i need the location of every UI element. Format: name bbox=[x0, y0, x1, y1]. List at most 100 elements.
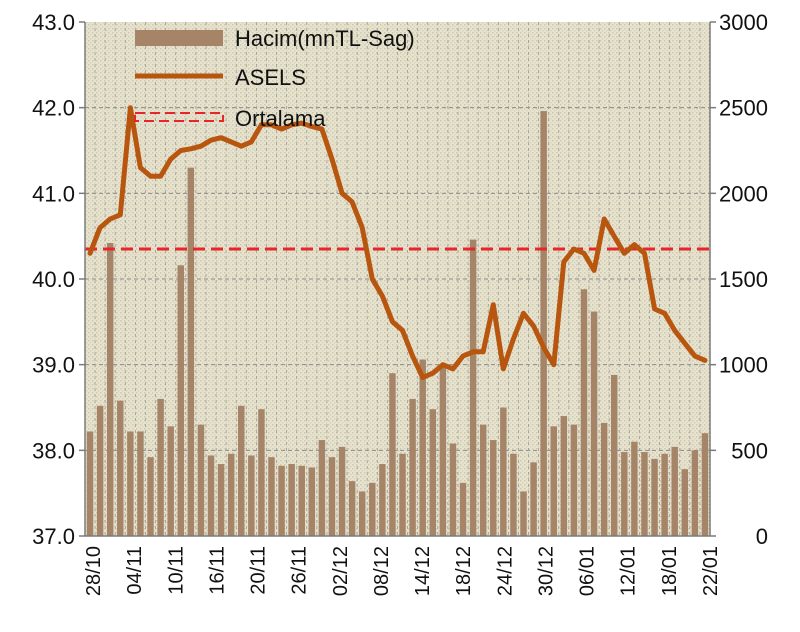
x-tick-label: 12/01 bbox=[618, 546, 640, 596]
right-tick-label: 1500 bbox=[719, 267, 768, 292]
volume-bar bbox=[479, 424, 487, 536]
volume-bar bbox=[661, 453, 668, 536]
volume-bar bbox=[621, 452, 628, 536]
volume-bar bbox=[308, 467, 316, 536]
volume-bar bbox=[318, 440, 326, 536]
volume-bar bbox=[338, 446, 346, 536]
volume-bar bbox=[641, 452, 648, 536]
volume-bar bbox=[520, 491, 527, 536]
left-tick-label: 37.0 bbox=[32, 524, 75, 549]
volume-bar bbox=[459, 482, 467, 536]
x-tick-label: 16/11 bbox=[206, 546, 228, 595]
x-tick-label: 10/11 bbox=[165, 546, 187, 595]
volume-bar bbox=[611, 374, 618, 536]
legend-label: ASELS bbox=[235, 65, 306, 90]
volume-bar bbox=[651, 458, 658, 536]
x-tick-label: 30/12 bbox=[536, 546, 558, 596]
volume-bar bbox=[570, 424, 578, 536]
volume-bar bbox=[207, 455, 215, 536]
volume-bar bbox=[96, 405, 104, 536]
right-tick-label: 2000 bbox=[719, 181, 768, 206]
left-tick-label: 40.0 bbox=[32, 267, 75, 292]
volume-bar bbox=[540, 111, 547, 537]
left-tick-label: 39.0 bbox=[32, 353, 75, 378]
volume-bar bbox=[600, 422, 608, 536]
volume-bar bbox=[560, 416, 568, 536]
left-tick-label: 43.0 bbox=[32, 10, 75, 35]
x-axis-ticks: 28/10 04/11 10/11 16/11 20/11 26/11 02/12 08/12… bbox=[83, 546, 722, 596]
volume-bar bbox=[701, 433, 709, 536]
volume-bar bbox=[490, 440, 497, 536]
right-tick-label: 0 bbox=[756, 524, 768, 549]
volume-bar bbox=[227, 453, 235, 536]
volume-bar bbox=[117, 400, 124, 536]
right-tick-label: 2500 bbox=[719, 96, 768, 121]
legend-swatch-average bbox=[134, 112, 224, 122]
volume-bar bbox=[419, 359, 426, 536]
volume-bar bbox=[217, 464, 225, 536]
volume-bar bbox=[238, 405, 245, 536]
volume-bar bbox=[510, 453, 517, 536]
x-tick-label: 14/12 bbox=[412, 546, 434, 596]
volume-bar bbox=[268, 457, 275, 536]
volume-bars bbox=[86, 111, 709, 537]
volume-bar bbox=[500, 407, 507, 536]
volume-bar bbox=[429, 409, 437, 536]
x-tick-label: 20/11 bbox=[248, 546, 270, 595]
volume-bar bbox=[258, 409, 265, 536]
volume-bar bbox=[399, 453, 406, 536]
x-tick-label: 04/11 bbox=[124, 546, 146, 595]
x-tick-label: 26/11 bbox=[289, 546, 311, 595]
volume-bar bbox=[590, 311, 598, 536]
x-tick-label: 28/10 bbox=[83, 546, 105, 596]
volume-bar bbox=[248, 455, 255, 536]
volume-bar bbox=[389, 373, 396, 536]
volume-bar bbox=[328, 457, 336, 536]
right-axis-ticks: 3000 2500 2000 1500 1000 500 0 bbox=[710, 10, 768, 549]
volume-bar bbox=[379, 464, 386, 536]
right-tick-label: 1000 bbox=[719, 353, 768, 378]
left-tick-label: 38.0 bbox=[32, 438, 75, 463]
volume-bar bbox=[278, 465, 285, 536]
legend: Hacim(mnTL-Sag) ASELS Ortalama bbox=[134, 26, 415, 131]
left-tick-label: 41.0 bbox=[32, 181, 75, 206]
volume-bar bbox=[530, 462, 537, 536]
gridlines bbox=[85, 22, 710, 536]
legend-label: Ortalama bbox=[235, 106, 326, 131]
legend-label: Hacim(mnTL-Sag) bbox=[235, 26, 415, 51]
x-tick-label: 06/01 bbox=[577, 546, 599, 596]
volume-bar bbox=[449, 443, 457, 536]
volume-bar bbox=[86, 431, 94, 536]
volume-bar bbox=[469, 239, 477, 537]
left-axis-ticks: 43.0 42.0 41.0 40.0 39.0 38.0 37.0 bbox=[32, 10, 85, 549]
volume-bar bbox=[187, 167, 195, 536]
volume-bar bbox=[137, 431, 144, 536]
price-line-path bbox=[87, 105, 708, 380]
volume-bar bbox=[298, 465, 305, 536]
volume-bar bbox=[106, 243, 114, 536]
volume-bar bbox=[167, 426, 174, 536]
price-line bbox=[87, 105, 708, 380]
volume-bar bbox=[157, 398, 164, 536]
legend-swatch-volume bbox=[135, 30, 223, 46]
x-tick-label: 02/12 bbox=[330, 546, 352, 596]
x-tick-label: 24/12 bbox=[494, 546, 516, 596]
volume-bar bbox=[348, 481, 356, 536]
volume-bar bbox=[671, 446, 678, 536]
volume-bar bbox=[127, 431, 134, 536]
right-tick-label: 3000 bbox=[719, 10, 768, 35]
volume-bar bbox=[550, 426, 557, 536]
volume-bar bbox=[147, 457, 154, 536]
x-tick-label: 08/12 bbox=[371, 546, 393, 596]
volume-bar bbox=[177, 265, 184, 536]
volume-bar bbox=[439, 366, 447, 536]
x-tick-label: 22/01 bbox=[700, 546, 722, 596]
volume-bar bbox=[358, 491, 366, 536]
x-tick-label: 18/01 bbox=[659, 546, 681, 596]
volume-bar bbox=[691, 450, 699, 536]
volume-bar bbox=[369, 482, 376, 536]
volume-bar bbox=[409, 398, 416, 536]
volume-bar bbox=[580, 289, 588, 536]
x-tick-label: 18/12 bbox=[453, 546, 475, 596]
